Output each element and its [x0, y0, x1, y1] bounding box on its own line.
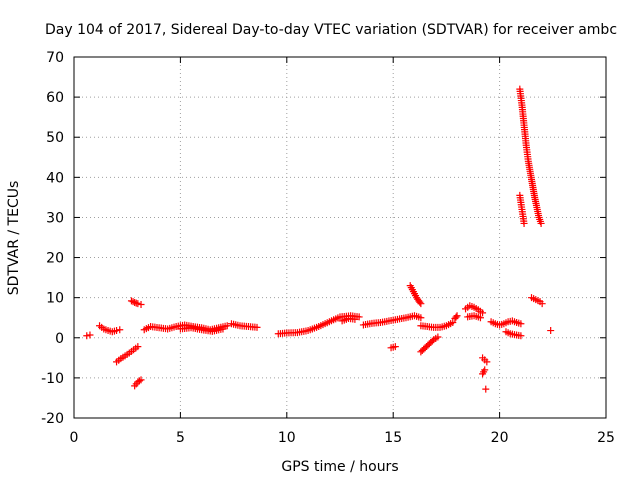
data-point — [219, 325, 227, 333]
y-tick-label: 20 — [46, 251, 64, 267]
y-tick-label: 0 — [55, 331, 64, 347]
data-point — [253, 323, 261, 331]
data-point — [482, 385, 490, 393]
y-tick-label: 70 — [46, 50, 64, 66]
x-tick-label: 20 — [491, 430, 509, 446]
axis-ticks: 0 5 10 15 20 25 -20 -10 0 10 20 30 40 50 60 70 — [41, 50, 615, 446]
data-point — [113, 327, 121, 335]
data-point — [223, 322, 231, 330]
data-point — [417, 300, 425, 308]
x-axis-label: GPS time / hours — [281, 459, 398, 475]
data-point — [127, 297, 135, 305]
y-tick-label: 40 — [46, 170, 64, 186]
data-point — [391, 343, 399, 351]
y-tick-label: 30 — [46, 210, 64, 226]
data-point — [132, 299, 140, 307]
data-point — [476, 314, 484, 322]
data-point — [355, 313, 363, 321]
data-points — [83, 85, 555, 393]
y-tick-label: -10 — [41, 371, 64, 387]
data-point — [417, 314, 425, 322]
x-tick-label: 15 — [384, 430, 402, 446]
y-axis-label: SDTVAR / TECUs — [6, 181, 22, 296]
y-tick-label: 10 — [46, 291, 64, 307]
data-point — [129, 298, 137, 306]
data-point — [416, 298, 424, 306]
data-point — [520, 219, 528, 227]
data-point — [434, 333, 442, 341]
data-point — [537, 219, 545, 227]
plot-frame — [73, 56, 607, 419]
data-point — [137, 376, 145, 384]
data-point — [351, 315, 359, 323]
data-point — [134, 343, 142, 351]
data-point — [83, 332, 91, 340]
data-point — [452, 313, 460, 321]
x-tick-label: 0 — [70, 430, 79, 446]
x-tick-label: 25 — [597, 430, 615, 446]
data-point — [547, 327, 555, 335]
y-tick-label: 60 — [46, 90, 64, 106]
data-point — [479, 309, 487, 317]
x-tick-label: 10 — [278, 430, 296, 446]
y-tick-label: -20 — [41, 411, 64, 427]
data-point — [116, 326, 124, 334]
grid-lines — [74, 57, 606, 418]
data-point — [453, 312, 461, 320]
data-point — [86, 331, 94, 339]
data-point — [137, 300, 145, 308]
data-point — [517, 320, 525, 328]
data-point — [131, 298, 139, 306]
data-point — [449, 319, 457, 327]
data-point — [428, 337, 436, 345]
x-tick-label: 5 — [176, 430, 185, 446]
data-point — [134, 300, 142, 308]
data-point — [135, 377, 143, 385]
data-point — [517, 332, 525, 340]
chart-title: Day 104 of 2017, Sidereal Day-to-day VTE… — [45, 22, 617, 38]
data-point — [481, 366, 489, 374]
y-tick-label: 50 — [46, 130, 64, 146]
data-point — [483, 358, 491, 366]
data-point — [538, 300, 546, 308]
